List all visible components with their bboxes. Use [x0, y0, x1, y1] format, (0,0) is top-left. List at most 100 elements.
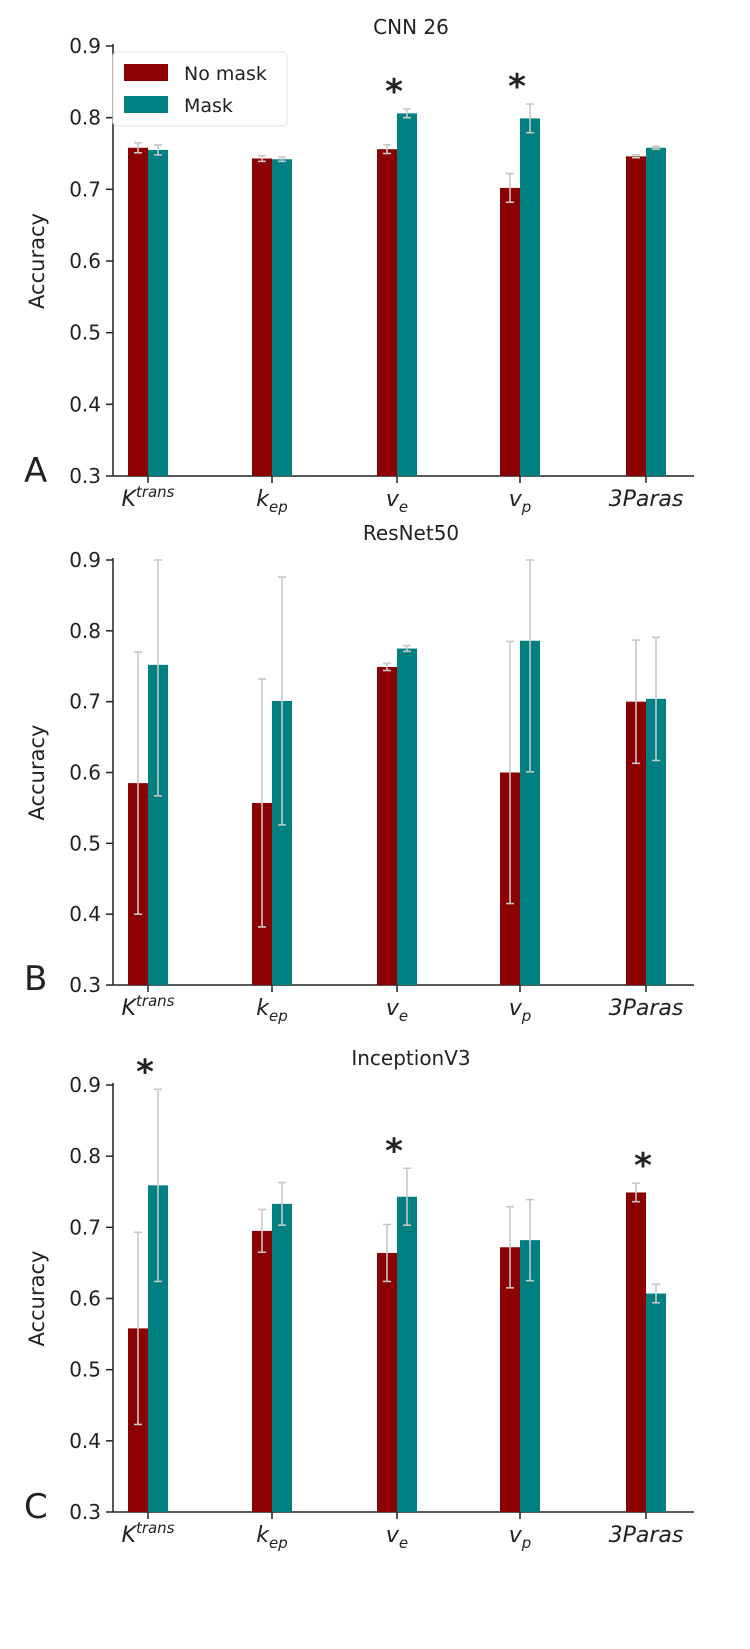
x-tick-label-subscript: ep: [269, 1534, 288, 1552]
y-tick-label-1-5: 0.8: [69, 619, 101, 643]
panel-letter-2: C: [24, 1487, 48, 1527]
y-tick-label-2-1: 0.4: [69, 1429, 101, 1453]
chart-title-0: CNN 26: [373, 15, 449, 39]
bar-0-mask-2: [397, 113, 417, 476]
bar-2-no-mask-3: [500, 1247, 520, 1512]
x-tick-label-superscript: trans: [136, 1519, 175, 1537]
bar-2-mask-4: [646, 1293, 666, 1512]
x-tick-label-1-1: kep: [256, 996, 288, 1025]
x-tick-label-subscript: e: [399, 1534, 408, 1552]
y-tick-label-2-3: 0.6: [69, 1287, 101, 1311]
bar-0-no-mask-4: [626, 156, 646, 476]
x-tick-label-base: k: [256, 487, 270, 512]
x-tick-label-base: v: [386, 487, 400, 512]
x-tick-label-2-2: ve: [386, 1523, 408, 1552]
x-tick-label-base: 3Paras: [609, 996, 684, 1021]
x-tick-label-1-4: 3Paras: [609, 996, 684, 1021]
bar-1-mask-0: [148, 664, 168, 985]
x-tick-label-0-2: ve: [386, 487, 408, 516]
bar-0-mask-3: [520, 118, 540, 476]
bar-1-mask-2: [397, 648, 417, 985]
y-tick-label-0-4: 0.7: [69, 177, 101, 201]
x-tick-label-base: v: [386, 1523, 400, 1548]
y-tick-label-2-6: 0.9: [69, 1073, 101, 1097]
x-tick-label-base: v: [509, 487, 523, 512]
y-tick-label-1-3: 0.6: [69, 761, 101, 785]
significance-marker-2-2: *: [385, 1131, 403, 1171]
x-tick-label-base: v: [386, 996, 400, 1021]
legend-swatch-0: [124, 64, 168, 81]
x-tick-label-1-0: Ktrans: [122, 992, 175, 1021]
x-tick-label-base: K: [122, 487, 138, 512]
x-tick-label-base: k: [256, 996, 270, 1021]
significance-marker-0-2: *: [385, 72, 403, 112]
chart-title-2: InceptionV3: [351, 1046, 470, 1070]
bar-0-no-mask-1: [252, 158, 272, 476]
y-tick-label-1-4: 0.7: [69, 690, 101, 714]
y-tick-label-1-0: 0.3: [69, 973, 101, 997]
y-tick-label-0-2: 0.5: [69, 321, 101, 345]
chart-title-1: ResNet50: [363, 521, 459, 545]
x-tick-label-base: v: [509, 996, 523, 1021]
bar-2-no-mask-1: [252, 1230, 272, 1512]
bar-0-mask-0: [148, 149, 168, 476]
y-tick-label-0-1: 0.4: [69, 392, 101, 416]
bar-2-mask-1: [272, 1203, 292, 1512]
x-tick-label-superscript: trans: [136, 992, 175, 1010]
y-axis-label-1: Accuracy: [25, 725, 49, 821]
x-tick-label-2-1: kep: [256, 1523, 288, 1552]
x-tick-label-2-3: vp: [509, 1523, 532, 1552]
panel-letter-0: A: [24, 451, 47, 491]
y-tick-label-1-1: 0.4: [69, 902, 101, 926]
y-tick-label-0-3: 0.6: [69, 249, 101, 273]
x-tick-label-subscript: p: [521, 1007, 532, 1025]
bar-0-mask-1: [272, 159, 292, 476]
x-tick-label-base: K: [122, 1523, 138, 1548]
x-tick-label-base: k: [256, 1523, 270, 1548]
x-tick-label-superscript: trans: [136, 483, 175, 501]
x-tick-label-subscript: e: [399, 498, 408, 516]
y-tick-label-1-6: 0.9: [69, 548, 101, 572]
significance-marker-2-4: *: [634, 1146, 652, 1186]
x-tick-label-subscript: ep: [269, 498, 288, 516]
significance-marker-0-3: *: [508, 67, 526, 107]
bar-1-mask-1: [272, 700, 292, 985]
x-tick-label-subscript: e: [399, 1007, 408, 1025]
y-tick-label-2-5: 0.8: [69, 1144, 101, 1168]
x-tick-label-base: 3Paras: [609, 1523, 684, 1548]
bar-0-no-mask-0: [128, 147, 148, 476]
y-tick-label-2-0: 0.3: [69, 1500, 101, 1524]
bar-0-no-mask-3: [500, 187, 520, 476]
y-tick-label-1-2: 0.5: [69, 831, 101, 855]
bar-1-mask-4: [646, 698, 666, 985]
x-tick-label-2-4: 3Paras: [609, 1523, 684, 1548]
bar-0-no-mask-2: [377, 149, 397, 476]
x-tick-label-base: v: [509, 1523, 523, 1548]
legend-label-1: Mask: [184, 95, 233, 117]
bar-1-no-mask-2: [377, 666, 397, 985]
bar-0-mask-4: [646, 147, 666, 476]
y-axis-label-2: Accuracy: [25, 1251, 49, 1347]
x-tick-label-0-0: Ktrans: [122, 483, 175, 512]
bar-1-no-mask-4: [626, 701, 646, 985]
y-tick-label-0-6: 0.9: [69, 34, 101, 58]
x-tick-label-0-4: 3Paras: [609, 487, 684, 512]
y-tick-label-0-0: 0.3: [69, 464, 101, 488]
y-axis-label-0: Accuracy: [25, 213, 49, 309]
panel-letter-1: B: [24, 959, 47, 999]
y-tick-label-0-5: 0.8: [69, 106, 101, 130]
y-tick-label-2-4: 0.7: [69, 1215, 101, 1239]
bar-2-mask-2: [397, 1196, 417, 1512]
bar-2-mask-0: [148, 1185, 168, 1512]
x-tick-label-subscript: p: [521, 498, 532, 516]
x-tick-label-1-3: vp: [509, 996, 532, 1025]
x-tick-label-subscript: ep: [269, 1007, 288, 1025]
x-tick-label-2-0: Ktrans: [122, 1519, 175, 1548]
legend-swatch-1: [124, 96, 168, 113]
bar-2-no-mask-4: [626, 1192, 646, 1512]
significance-marker-2-0: *: [136, 1052, 154, 1092]
x-tick-label-0-1: kep: [256, 487, 288, 516]
x-tick-label-base: K: [122, 996, 138, 1021]
